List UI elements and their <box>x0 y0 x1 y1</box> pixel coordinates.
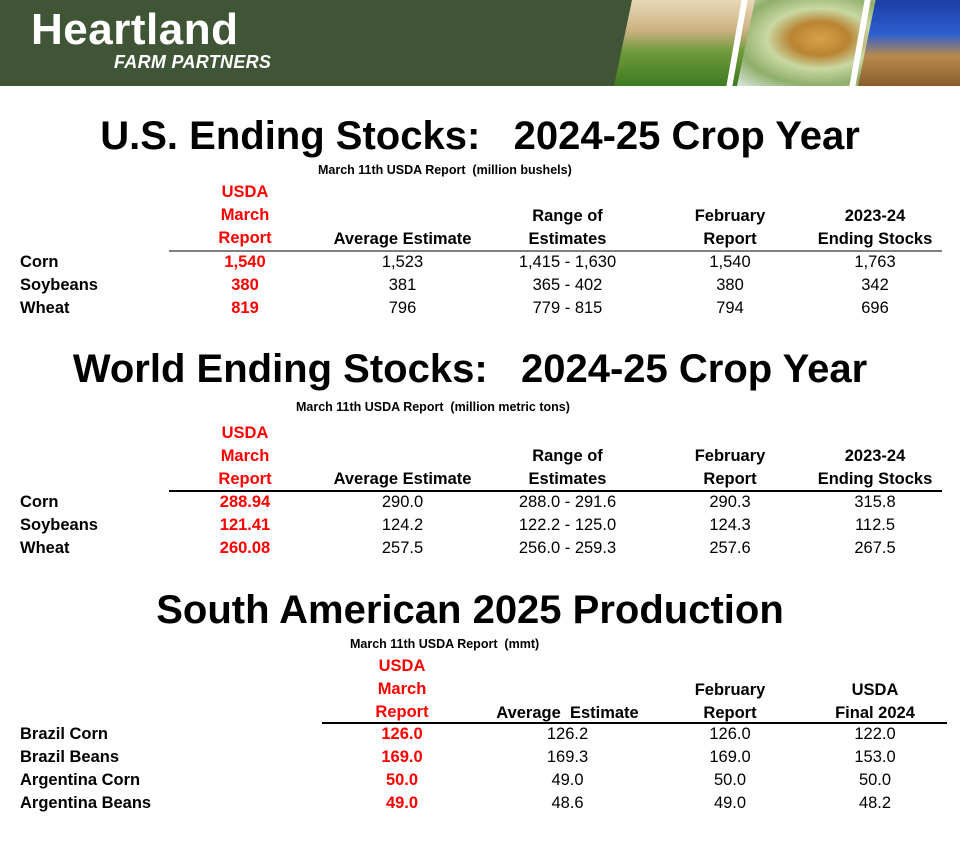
row-label: Wheat <box>20 299 70 317</box>
row-label: Brazil Corn <box>20 725 109 743</box>
col-header-average-estimate: Average Estimate <box>333 230 472 248</box>
prev-value: 1,763 <box>854 253 896 271</box>
col-header-february: February Report <box>694 207 766 248</box>
col-header-range: Range of Estimates <box>528 447 607 488</box>
header-rule <box>169 250 942 252</box>
feb-value: 50.0 <box>713 771 747 789</box>
feb-value: 257.6 <box>709 539 751 557</box>
avg-value: 381 <box>388 276 417 294</box>
feb-value: 126.0 <box>709 725 751 743</box>
avg-value: 124.2 <box>381 516 424 534</box>
range-value: 122.2 - 125.0 <box>518 516 617 534</box>
section-title: South American 2025 Production <box>156 588 784 632</box>
range-value: 779 - 815 <box>532 299 603 317</box>
avg-value: 49.0 <box>551 771 584 789</box>
range-value: 1,415 - 1,630 <box>518 253 617 271</box>
col-header-average-estimate: Average Estimate <box>333 470 472 488</box>
header-rule <box>322 722 947 724</box>
usda-value: 1,540 <box>224 253 266 271</box>
final-value: 50.0 <box>858 771 892 789</box>
usda-value: 50.0 <box>385 771 419 789</box>
col-header-final-2024: USDA Final 2024 <box>835 681 915 722</box>
row-label: Brazil Beans <box>20 748 120 766</box>
brand-logo-main: Heartland <box>31 5 239 54</box>
feb-value: 794 <box>716 299 744 317</box>
section-subtitle: March 11th USDA Report (million bushels) <box>318 163 572 177</box>
range-value: 288.0 - 291.6 <box>518 493 617 511</box>
avg-value: 257.5 <box>381 539 424 557</box>
row-label: Corn <box>20 253 59 271</box>
avg-value: 796 <box>388 299 417 317</box>
col-header-february: February Report <box>694 447 766 488</box>
final-value: 153.0 <box>854 748 896 766</box>
row-label: Soybeans <box>20 276 98 294</box>
row-label: Soybeans <box>20 516 98 534</box>
header-rule <box>169 490 942 492</box>
prev-value: 267.5 <box>854 539 896 557</box>
section-subtitle: March 11th USDA Report (million metric t… <box>296 400 570 414</box>
row-label: Corn <box>20 493 59 511</box>
avg-value: 126.2 <box>546 725 589 743</box>
final-value: 48.2 <box>858 794 892 812</box>
usda-value: 121.41 <box>219 516 271 534</box>
col-header-prev-stocks: 2023-24 Ending Stocks <box>817 447 933 488</box>
row-label: Argentina Beans <box>20 794 152 812</box>
section-title: U.S. Ending Stocks: 2024-25 Crop Year <box>100 114 860 158</box>
usda-value: 260.08 <box>219 539 271 557</box>
prev-value: 315.8 <box>854 493 896 511</box>
usda-value: 49.0 <box>385 794 419 812</box>
usda-value: 288.94 <box>219 493 271 511</box>
row-label: Argentina Corn <box>20 771 141 789</box>
avg-value: 290.0 <box>381 493 424 511</box>
section-subtitle: March 11th USDA Report (mmt) <box>350 637 540 651</box>
usda-value: 126.0 <box>381 725 423 743</box>
range-value: 256.0 - 259.3 <box>518 539 617 557</box>
feb-value: 124.3 <box>709 516 751 534</box>
col-header-prev-stocks: 2023-24 Ending Stocks <box>817 207 933 248</box>
prev-value: 696 <box>861 299 889 317</box>
col-header-average-estimate: Average Estimate <box>496 704 639 722</box>
avg-value: 1,523 <box>381 253 424 271</box>
prev-value: 342 <box>861 276 889 294</box>
section-title: World Ending Stocks: 2024-25 Crop Year <box>72 347 868 391</box>
soybean-field-photo <box>858 0 960 86</box>
brand-logo-sub: FARM PARTNERS <box>114 52 272 72</box>
final-value: 122.0 <box>854 725 896 743</box>
row-label: Wheat <box>20 539 70 557</box>
feb-value: 169.0 <box>709 748 751 766</box>
prev-value: 112.5 <box>854 516 896 534</box>
col-header-usda-march: USDA March Report <box>218 424 272 488</box>
feb-value: 380 <box>716 276 744 294</box>
col-header-usda-march: USDA March Report <box>218 183 272 247</box>
feb-value: 1,540 <box>709 253 751 271</box>
range-value: 365 - 402 <box>532 276 603 294</box>
feb-value: 49.0 <box>713 794 747 812</box>
col-header-range: Range of Estimates <box>528 207 607 248</box>
header-banner: Heartland FARM PARTNERS <box>0 0 960 86</box>
usda-value: 169.0 <box>381 748 423 766</box>
avg-value: 48.6 <box>551 794 584 812</box>
usda-value: 380 <box>231 276 259 294</box>
feb-value: 290.3 <box>709 493 751 511</box>
usda-value: 819 <box>231 299 259 317</box>
col-header-february: February Report <box>694 681 766 722</box>
col-header-usda-march: USDA March Report <box>375 657 429 721</box>
avg-value: 169.3 <box>546 748 589 766</box>
